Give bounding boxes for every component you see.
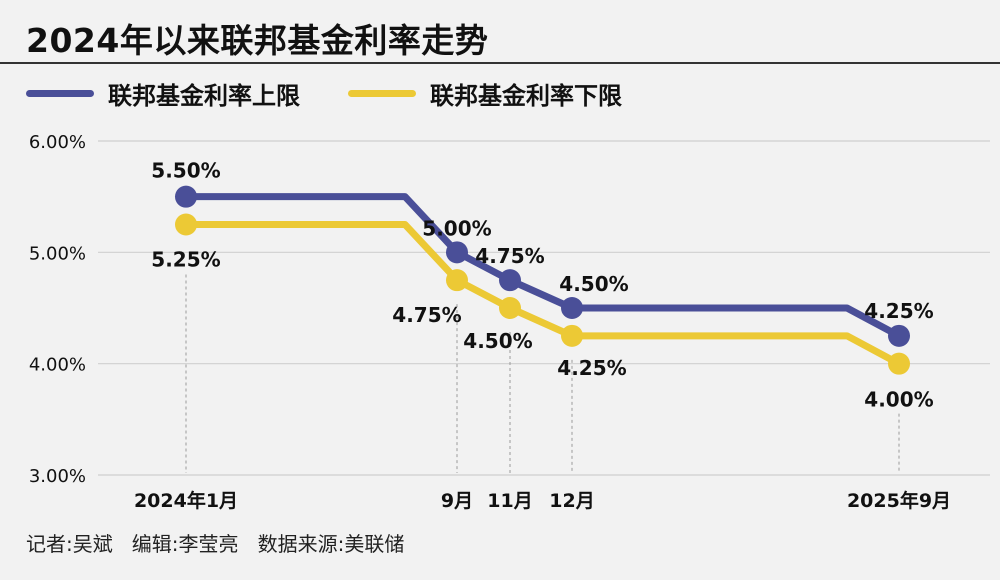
- data-point-lower: [499, 297, 521, 319]
- data-label-lower: 5.25%: [151, 248, 220, 272]
- x-tick-label: 11月: [487, 490, 532, 512]
- legend-label-upper: 联邦基金利率上限: [108, 81, 300, 110]
- y-tick-label: 5.00%: [29, 243, 86, 264]
- data-point-upper: [175, 185, 197, 208]
- data-label-upper: 5.50%: [151, 159, 220, 183]
- legend-swatch-lower: [348, 89, 416, 97]
- data-point-lower: [888, 352, 910, 375]
- legend-label-lower: 联邦基金利率下限: [430, 81, 622, 110]
- data-label-lower: 4.25%: [557, 356, 626, 380]
- data-point-lower: [446, 269, 468, 292]
- legend-swatch-upper: [26, 89, 94, 97]
- x-tick-label: 9月: [441, 490, 473, 512]
- x-tick-label: 2025年9月: [847, 489, 951, 512]
- data-point-upper: [561, 297, 583, 319]
- y-tick-label: 4.00%: [29, 355, 86, 376]
- legend-item-upper: 联邦基金利率上限: [26, 76, 300, 111]
- y-tick-label: 6.00%: [29, 132, 86, 153]
- x-tick-label: 12月: [549, 490, 594, 512]
- legend: 联邦基金利率上限 联邦基金利率下限: [26, 76, 670, 110]
- data-point-lower: [175, 213, 197, 236]
- data-label-lower: 4.00%: [864, 388, 933, 412]
- data-label-upper: 5.00%: [422, 216, 491, 240]
- legend-item-lower: 联邦基金利率下限: [348, 76, 622, 111]
- credit-line: 记者:吴斌 编辑:李莹亮 数据来源:美联储: [26, 532, 405, 556]
- data-label-upper: 4.50%: [559, 272, 628, 296]
- data-point-upper: [499, 269, 521, 292]
- x-tick-label: 2024年1月: [134, 489, 238, 512]
- data-label-upper: 4.75%: [475, 244, 544, 268]
- data-label-lower: 4.50%: [463, 329, 532, 353]
- y-tick-label: 3.00%: [29, 466, 86, 487]
- data-point-upper: [888, 324, 910, 347]
- data-label-upper: 4.25%: [864, 299, 933, 323]
- chart-title: 2024年以来联邦基金利率走势: [26, 21, 489, 60]
- data-label-lower: 4.75%: [392, 303, 461, 327]
- data-point-upper: [446, 241, 468, 264]
- data-point-lower: [561, 324, 583, 347]
- title-divider: [0, 62, 1000, 64]
